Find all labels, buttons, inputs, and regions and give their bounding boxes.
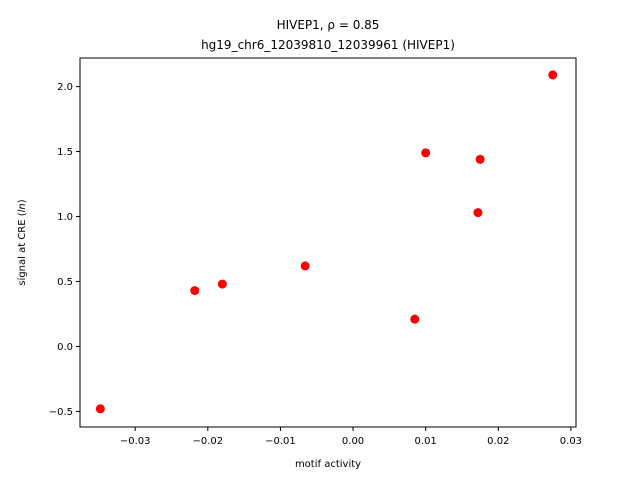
y-axis-ticks: −0.5 0.0 0.5 1.0 1.5 2.0 [49,82,80,418]
y-axis-label-suffix: ) [17,199,28,203]
x-tick-label: −0.01 [265,436,296,447]
x-axis-label: motif activity [295,459,361,470]
data-point [190,286,200,296]
plot-frame [79,57,577,428]
y-axis-label: signal at CRE (ln) [17,199,28,285]
x-tick-label: 0.00 [342,436,364,447]
x-tick-label: −0.02 [192,436,223,447]
data-point [217,279,227,289]
y-axis-label-italic: ln [17,203,28,212]
chart-subtitle: hg19_chr6_12039810_12039961 (HIVEP1) [201,38,455,52]
data-point [410,314,420,324]
data-point [475,154,485,164]
x-tick-label: 0.02 [487,436,509,447]
y-tick-label: 0.5 [57,277,73,288]
data-point [473,208,483,218]
data-point [300,261,310,271]
y-tick-label: −0.5 [49,407,73,418]
data-point [421,148,431,158]
x-tick-label: −0.03 [120,436,151,447]
x-axis-ticks: −0.03 −0.02 −0.01 0.00 0.01 0.02 0.03 [120,427,582,447]
y-tick-label: 1.0 [57,212,73,223]
y-tick-label: 2.0 [57,82,73,93]
y-tick-label: 0.0 [57,342,73,353]
x-tick-label: 0.01 [415,436,437,447]
chart-title: HIVEP1, ρ = 0.85 [277,18,380,32]
y-axis-label-prefix: signal at CRE ( [17,212,28,285]
data-point [95,404,105,414]
data-point [548,70,558,80]
x-tick-label: 0.03 [560,436,582,447]
y-tick-label: 1.5 [57,147,73,158]
data-points [95,70,558,414]
